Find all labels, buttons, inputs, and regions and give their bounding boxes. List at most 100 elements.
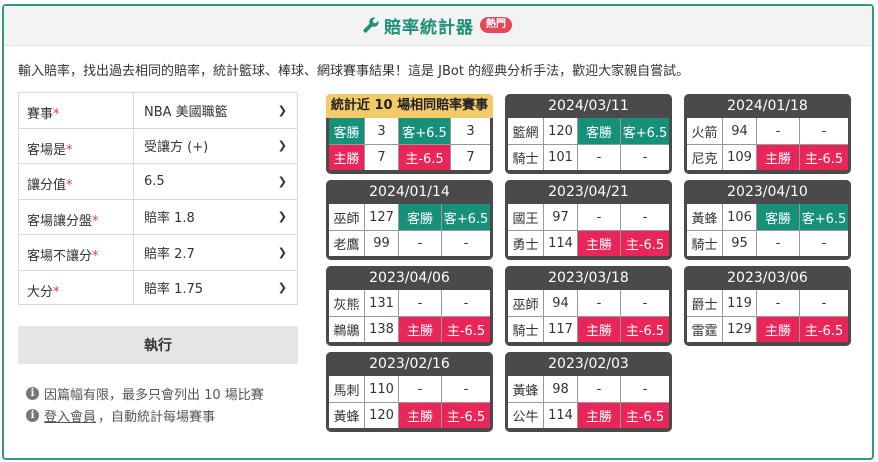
game-date: 2023/04/06 (326, 266, 493, 290)
away-row: 國王 97- - (508, 204, 669, 230)
summary-count: 3 (466, 123, 475, 139)
home-spread-result: 主-6.5 (442, 403, 490, 428)
summary-body: 客勝 3 客+6.5 3 主勝 7 主-6.5 7 (329, 118, 490, 170)
away-score: 119 (723, 290, 757, 316)
away-score: 110 (365, 376, 399, 402)
away-spread-result: - (642, 381, 648, 397)
chevron-down-icon: ❯ (277, 210, 287, 224)
away-team: 籃網 (508, 118, 544, 144)
spread-select[interactable]: 6.5 ❯ (144, 173, 287, 189)
home-team: 勇士 (508, 231, 544, 256)
away-result: 客勝 (578, 118, 621, 144)
summary-label: 客+6.5 (399, 118, 451, 144)
home-spread-result: 主-6.5 (442, 317, 490, 342)
game-body: 火箭 94- - 尼克 109 主勝 主-6.5 (687, 118, 848, 170)
home-row: 鵜鶘 138 主勝 主-6.5 (329, 316, 490, 342)
home-team: 老鷹 (329, 231, 365, 256)
away-spread-odds-select[interactable]: 賠率 1.8 ❯ (144, 210, 287, 227)
home-spread-result: - (821, 236, 827, 251)
summary-count: 3 (365, 118, 399, 144)
home-team: 公牛 (508, 403, 544, 428)
away-row: 黃蜂 106 客勝 客+6.5 (687, 204, 848, 230)
form-row-away-side: 客場是* 受讓方 (+) ❯ (18, 127, 298, 163)
home-result: 主勝 (399, 317, 442, 342)
home-row: 騎士 117 主勝 主-6.5 (508, 316, 669, 342)
game-card: 2024/01/18 火箭 94- - 尼克 109 主勝 主-6.5 (684, 94, 851, 174)
away-row: 火箭 94- - (687, 118, 848, 144)
away-team: 國王 (508, 204, 544, 230)
summary-label: 客勝 (329, 118, 365, 144)
chevron-down-icon: ❯ (277, 280, 287, 294)
login-link[interactable]: 登入會員 (44, 409, 97, 425)
away-team: 巫師 (508, 290, 544, 316)
run-button[interactable]: 執行 (18, 326, 298, 364)
field-label: 客場不讓分* (19, 235, 134, 270)
summary-count: 7 (365, 145, 399, 170)
away-moneyline-select[interactable]: 賠率 2.7 ❯ (144, 245, 287, 262)
away-team: 黃蜂 (687, 204, 723, 230)
away-result: - (757, 118, 800, 144)
summary-label: 主勝 (329, 145, 365, 170)
notes: i 因篇幅有限，最多只會列出 10 場比賽 i 登入會員 ，自動統計每場賽事 (26, 382, 264, 426)
home-row: 騎士 95- - (687, 230, 848, 256)
away-result: - (578, 204, 621, 230)
away-row: 黃蜂 98- - (508, 376, 669, 402)
game-card: 2023/03/06 爵士 119- - 雷霆 129 主勝 主-6.5 (684, 266, 851, 346)
away-row: 灰熊 131- - (329, 290, 490, 316)
chevron-down-icon: ❯ (277, 103, 287, 117)
home-spread-result: - (463, 236, 469, 251)
game-body: 籃網 120 客勝 客+6.5 騎士 101- - (508, 118, 669, 170)
away-score: 127 (365, 204, 399, 230)
home-row: 勇士 114 主勝 主-6.5 (508, 230, 669, 256)
info-icon: i (26, 386, 39, 400)
game-date: 2023/02/03 (505, 352, 672, 376)
game-card: 2023/04/10 黃蜂 106 客勝 客+6.5 騎士 95- - (684, 180, 851, 260)
info-icon: i (26, 408, 39, 422)
summary-row-away: 客勝 3 客+6.5 3 (329, 118, 490, 144)
game-date: 2023/04/21 (505, 180, 672, 204)
game-card: 2024/01/14 巫師 127 客勝 客+6.5 老鷹 99- - (326, 180, 493, 260)
home-score: 101 (544, 145, 578, 170)
away-score: 106 (723, 204, 757, 230)
form-row-spread: 讓分值* 6.5 ❯ (18, 163, 298, 199)
away-team: 灰熊 (329, 290, 365, 316)
home-team: 黃蜂 (329, 403, 365, 428)
game-date: 2024/03/11 (505, 94, 672, 118)
game-body: 國王 97- - 勇士 114 主勝 主-6.5 (508, 204, 669, 256)
event-select[interactable]: NBA 美國職籃 ❯ (144, 103, 287, 120)
note-login: i 登入會員 ，自動統計每場賽事 (26, 404, 264, 426)
away-team: 火箭 (687, 118, 723, 144)
away-row: 籃網 120 客勝 客+6.5 (508, 118, 669, 144)
note-limit: i 因篇幅有限，最多只會列出 10 場比賽 (26, 382, 264, 404)
home-result: 主勝 (578, 231, 621, 256)
away-side-select[interactable]: 受讓方 (+) ❯ (144, 139, 287, 156)
away-spread-result: - (821, 123, 827, 139)
away-score: 131 (365, 290, 399, 316)
game-body: 巫師 127 客勝 客+6.5 老鷹 99- - (329, 204, 490, 256)
form-row-away-moneyline: 客場不讓分* 賠率 2.7 ❯ (18, 234, 298, 270)
game-date: 2024/01/18 (684, 94, 851, 118)
away-result: - (757, 290, 800, 316)
away-score: 94 (544, 290, 578, 316)
home-result: 主勝 (757, 317, 800, 342)
over-odds-select[interactable]: 賠率 1.75 ❯ (144, 280, 287, 297)
game-body: 巫師 94- - 騎士 117 主勝 主-6.5 (508, 290, 669, 342)
field-label: 客場讓分盤* (19, 199, 134, 234)
home-row: 黃蜂 120 主勝 主-6.5 (329, 402, 490, 428)
summary-title: 統計近 10 場相同賠率賽事 (326, 94, 493, 118)
home-row: 公牛 114 主勝 主-6.5 (508, 402, 669, 428)
away-row: 巫師 94- - (508, 290, 669, 316)
away-spread-result: - (463, 381, 469, 397)
chevron-down-icon: ❯ (277, 139, 287, 153)
game-date: 2023/04/10 (684, 180, 851, 204)
away-score: 97 (544, 204, 578, 230)
summary-label: 主-6.5 (399, 145, 451, 170)
game-body: 爵士 119- - 雷霆 129 主勝 主-6.5 (687, 290, 848, 342)
game-date: 2023/03/06 (684, 266, 851, 290)
field-label: 讓分值* (19, 164, 134, 199)
away-team: 馬刺 (329, 376, 365, 402)
away-result: - (578, 290, 621, 316)
game-card: 2023/02/16 馬刺 110- - 黃蜂 120 主勝 主-6.5 (326, 352, 493, 432)
away-team: 爵士 (687, 290, 723, 316)
game-body: 灰熊 131- - 鵜鶘 138 主勝 主-6.5 (329, 290, 490, 342)
